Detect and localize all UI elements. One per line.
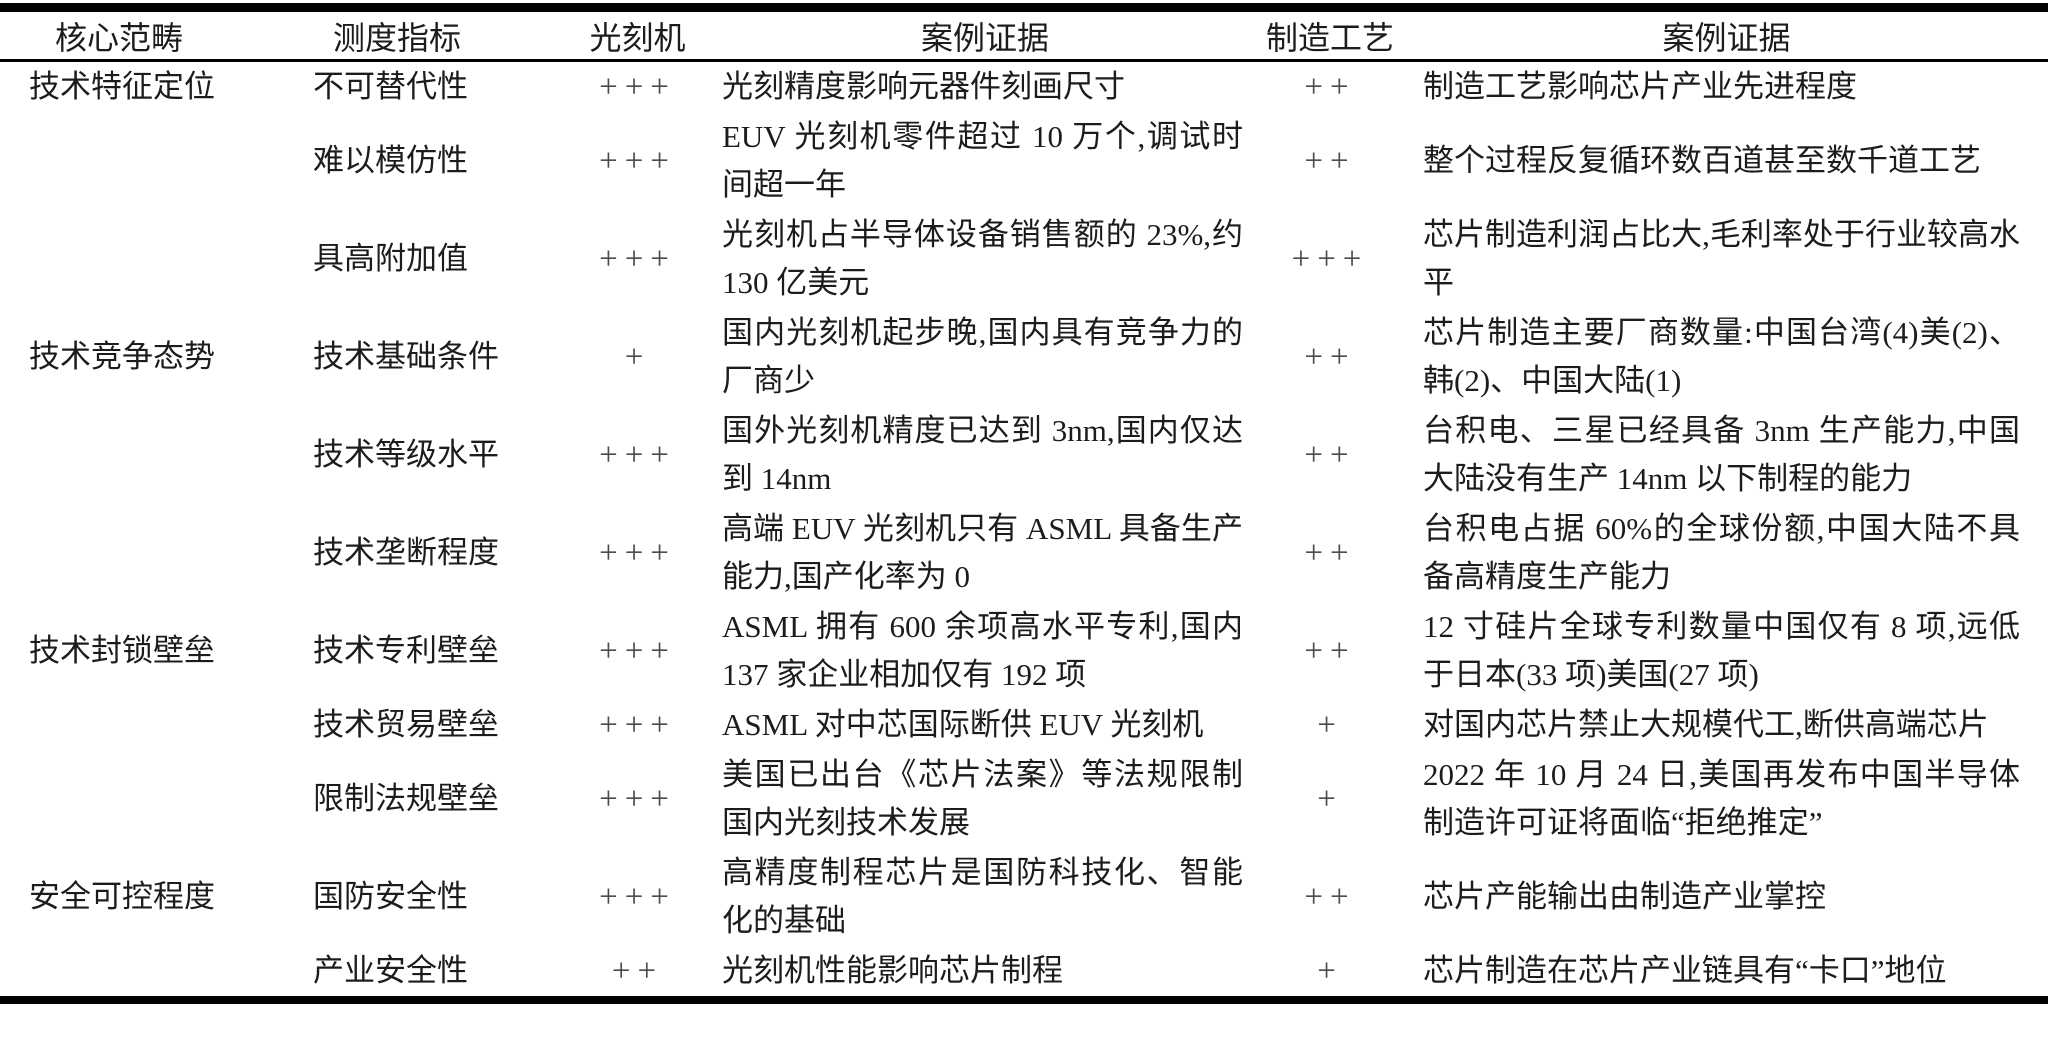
- category-cell: [0, 946, 300, 1000]
- table-row: 技术垄断程度 +++ 高端 EUV 光刻机只有 ASML 具备生产能力,国产化率…: [0, 504, 2048, 602]
- table-row: 具高附加值 +++ 光刻机占半导体设备销售额的 23%,约 130 亿美元 ++…: [0, 210, 2048, 308]
- indicator-cell: 难以模仿性: [313, 143, 468, 178]
- table-row: 安全可控程度 国防安全性 +++ 高精度制程芯片是国防科技化、智能化的基础 ++…: [0, 848, 2048, 946]
- process-rating-cell: ++: [1304, 633, 1356, 669]
- process-rating-cell: ++: [1304, 339, 1356, 375]
- process-evidence-cell: 制造工艺影响芯片产业先进程度: [1423, 69, 1857, 104]
- process-rating-cell: ++: [1304, 535, 1356, 571]
- litho-evidence-cell: EUV 光刻机零件超过 10 万个,调试时间超一年: [722, 119, 1243, 202]
- table-row: 限制法规壁垒 +++ 美国已出台《芯片法案》等法规限制国内光刻技术发展 + 20…: [0, 750, 2048, 848]
- table-row: 技术等级水平 +++ 国外光刻机精度已达到 3nm,国内仅达到 14nm ++ …: [0, 406, 2048, 504]
- header-row: 核心范畴 测度指标 光刻机 案例证据 制造工艺 案例证据: [0, 7, 2048, 62]
- category-cell: 技术特征定位: [29, 69, 215, 104]
- indicator-cell: 不可替代性: [313, 69, 468, 104]
- category-cell: [0, 112, 300, 210]
- table-row: 难以模仿性 +++ EUV 光刻机零件超过 10 万个,调试时间超一年 ++ 整…: [0, 112, 2048, 210]
- process-rating-cell: ++: [1304, 879, 1356, 915]
- litho-evidence-cell: 国内光刻机起步晚,国内具有竞争力的厂商少: [722, 315, 1243, 398]
- litho-rating-cell: ++: [611, 953, 664, 989]
- process-rating-cell: ++: [1304, 143, 1356, 179]
- process-rating-cell: +++: [1291, 241, 1369, 277]
- indicator-cell: 技术等级水平: [313, 437, 499, 472]
- process-rating-cell: ++: [1304, 437, 1356, 473]
- category-cell: [0, 210, 300, 308]
- category-cell: [0, 406, 300, 504]
- process-evidence-cell: 芯片制造利润占比大,毛利率处于行业较高水平: [1423, 217, 2020, 300]
- litho-evidence-cell: 国外光刻机精度已达到 3nm,国内仅达到 14nm: [722, 413, 1243, 496]
- evidence-table: 核心范畴 测度指标 光刻机 案例证据 制造工艺 案例证据 技术特征定位 不可替代…: [0, 3, 2048, 1004]
- process-rating-cell: +: [1317, 781, 1343, 817]
- indicator-cell: 具高附加值: [313, 241, 468, 276]
- indicator-cell: 国防安全性: [313, 879, 468, 914]
- col-header-core-category: 核心范畴: [0, 7, 300, 62]
- col-header-measure-indicator: 测度指标: [300, 7, 560, 62]
- litho-evidence-cell: ASML 对中芯国际断供 EUV 光刻机: [722, 707, 1204, 742]
- process-evidence-cell: 整个过程反复循环数百道甚至数千道工艺: [1423, 143, 1981, 178]
- table-row: 技术竞争态势 技术基础条件 + 国内光刻机起步晚,国内具有竞争力的厂商少 ++ …: [0, 308, 2048, 406]
- col-header-lithography-machine: 光刻机: [560, 7, 715, 62]
- category-cell: [0, 700, 300, 750]
- process-evidence-cell: 2022 年 10 月 24 日,美国再发布中国半导体制造许可证将面临“拒绝推定…: [1423, 757, 2020, 840]
- category-cell: 安全可控程度: [29, 879, 215, 914]
- category-cell: 技术封锁壁垒: [29, 633, 215, 668]
- process-evidence-cell: 对国内芯片禁止大规模代工,断供高端芯片: [1423, 707, 1989, 742]
- litho-rating-cell: +++: [599, 69, 676, 105]
- indicator-cell: 限制法规壁垒: [313, 781, 499, 816]
- process-evidence-cell: 12 寸硅片全球专利数量中国仅有 8 项,远低于日本(33 项)美国(27 项): [1423, 609, 2020, 692]
- table-row: 技术贸易壁垒 +++ ASML 对中芯国际断供 EUV 光刻机 + 对国内芯片禁…: [0, 700, 2048, 750]
- litho-evidence-cell: 高精度制程芯片是国防科技化、智能化的基础: [722, 855, 1243, 938]
- process-rating-cell: +: [1317, 953, 1343, 989]
- col-header-case-evidence-1: 案例证据: [715, 7, 1255, 62]
- process-rating-cell: ++: [1304, 69, 1356, 105]
- table-row: 技术封锁壁垒 技术专利壁垒 +++ ASML 拥有 600 余项高水平专利,国内…: [0, 602, 2048, 700]
- litho-evidence-cell: 光刻精度影响元器件刻画尺寸: [722, 69, 1125, 104]
- litho-rating-cell: +: [624, 339, 651, 375]
- litho-rating-cell: +++: [599, 633, 676, 669]
- litho-rating-cell: +++: [599, 781, 676, 817]
- litho-rating-cell: +++: [599, 535, 676, 571]
- indicator-cell: 技术专利壁垒: [313, 633, 499, 668]
- indicator-cell: 技术垄断程度: [313, 535, 499, 570]
- process-evidence-cell: 台积电、三星已经具备 3nm 生产能力,中国大陆没有生产 14nm 以下制程的能…: [1423, 413, 2020, 496]
- litho-rating-cell: +++: [599, 879, 676, 915]
- litho-rating-cell: +++: [599, 437, 676, 473]
- table-row: 技术特征定位 不可替代性 +++ 光刻精度影响元器件刻画尺寸 ++ 制造工艺影响…: [0, 61, 2048, 113]
- litho-evidence-cell: 美国已出台《芯片法案》等法规限制国内光刻技术发展: [722, 757, 1243, 840]
- process-evidence-cell: 芯片制造在芯片产业链具有“卡口”地位: [1423, 953, 1947, 988]
- indicator-cell: 技术贸易壁垒: [313, 707, 499, 742]
- litho-evidence-cell: 光刻机性能影响芯片制程: [722, 953, 1063, 988]
- category-cell: 技术竞争态势: [29, 339, 215, 374]
- litho-rating-cell: +++: [599, 143, 676, 179]
- litho-evidence-cell: 高端 EUV 光刻机只有 ASML 具备生产能力,国产化率为 0: [722, 511, 1243, 594]
- process-evidence-cell: 芯片产能输出由制造产业掌控: [1423, 879, 1826, 914]
- litho-rating-cell: +++: [599, 241, 676, 277]
- litho-evidence-cell: 光刻机占半导体设备销售额的 23%,约 130 亿美元: [722, 217, 1243, 300]
- process-evidence-cell: 芯片制造主要厂商数量:中国台湾(4)美(2)、韩(2)、中国大陆(1): [1423, 315, 2020, 398]
- col-header-manufacturing-process: 制造工艺: [1255, 7, 1405, 62]
- process-rating-cell: +: [1317, 707, 1343, 743]
- col-header-case-evidence-2: 案例证据: [1405, 7, 2048, 62]
- indicator-cell: 产业安全性: [313, 953, 468, 988]
- category-cell: [0, 750, 300, 848]
- table-row: 产业安全性 ++ 光刻机性能影响芯片制程 + 芯片制造在芯片产业链具有“卡口”地…: [0, 946, 2048, 1000]
- indicator-cell: 技术基础条件: [313, 339, 499, 374]
- litho-rating-cell: +++: [599, 707, 676, 743]
- category-cell: [0, 504, 300, 602]
- process-evidence-cell: 台积电占据 60%的全球份额,中国大陆不具备高精度生产能力: [1423, 511, 2020, 594]
- litho-evidence-cell: ASML 拥有 600 余项高水平专利,国内 137 家企业相加仅有 192 项: [722, 609, 1243, 692]
